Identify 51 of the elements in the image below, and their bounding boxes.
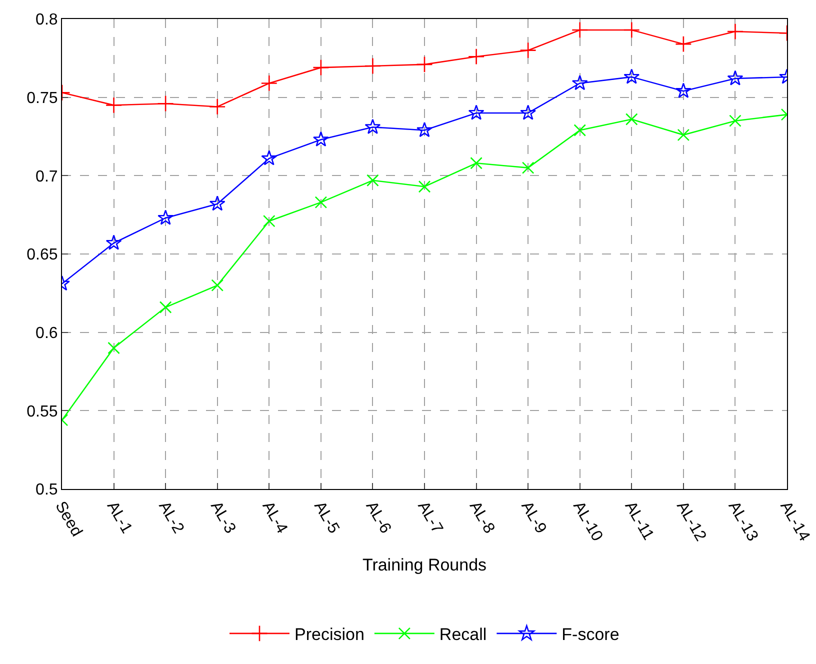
point <box>572 74 588 90</box>
legend-label: F-score <box>562 625 620 644</box>
point <box>157 95 174 112</box>
point <box>729 114 742 127</box>
y-tick-label: 0.6 <box>36 324 58 342</box>
y-tick-label: 0.7 <box>36 168 58 186</box>
point <box>468 48 485 65</box>
point <box>261 150 278 166</box>
point <box>209 98 226 116</box>
point <box>418 180 431 193</box>
x-axis-title: Training Rounds <box>362 556 487 575</box>
point <box>522 162 534 174</box>
point <box>625 113 638 126</box>
point <box>416 122 432 138</box>
point <box>314 196 328 208</box>
point <box>159 301 172 314</box>
point <box>364 118 381 134</box>
point <box>366 174 379 187</box>
y-tick-label: 0.65 <box>26 246 58 264</box>
point <box>416 56 433 73</box>
point <box>108 342 120 354</box>
x-tick-label: AL-7 <box>414 498 446 537</box>
point <box>520 104 536 120</box>
legend-label: Precision <box>294 625 364 644</box>
point <box>260 74 278 92</box>
point <box>312 131 329 147</box>
point <box>675 82 692 98</box>
point <box>312 59 330 76</box>
point <box>675 36 692 52</box>
point <box>727 70 744 86</box>
point <box>572 22 588 38</box>
point <box>468 104 484 120</box>
point <box>209 196 226 211</box>
point <box>262 214 276 228</box>
point <box>470 156 482 170</box>
y-tick-label: 0.5 <box>36 482 58 499</box>
point <box>726 23 744 40</box>
point <box>364 58 382 74</box>
point <box>106 234 122 250</box>
point <box>158 210 174 225</box>
point <box>624 68 640 84</box>
y-tick-label: 0.8 <box>36 12 58 29</box>
point <box>623 22 640 38</box>
point <box>574 124 586 136</box>
y-tick-label: 0.75 <box>26 90 58 107</box>
legend-label: Recall <box>439 625 487 644</box>
point <box>677 128 690 142</box>
y-tick-label: 0.55 <box>26 403 58 420</box>
point <box>105 96 122 114</box>
point <box>520 42 536 59</box>
point <box>211 279 224 292</box>
